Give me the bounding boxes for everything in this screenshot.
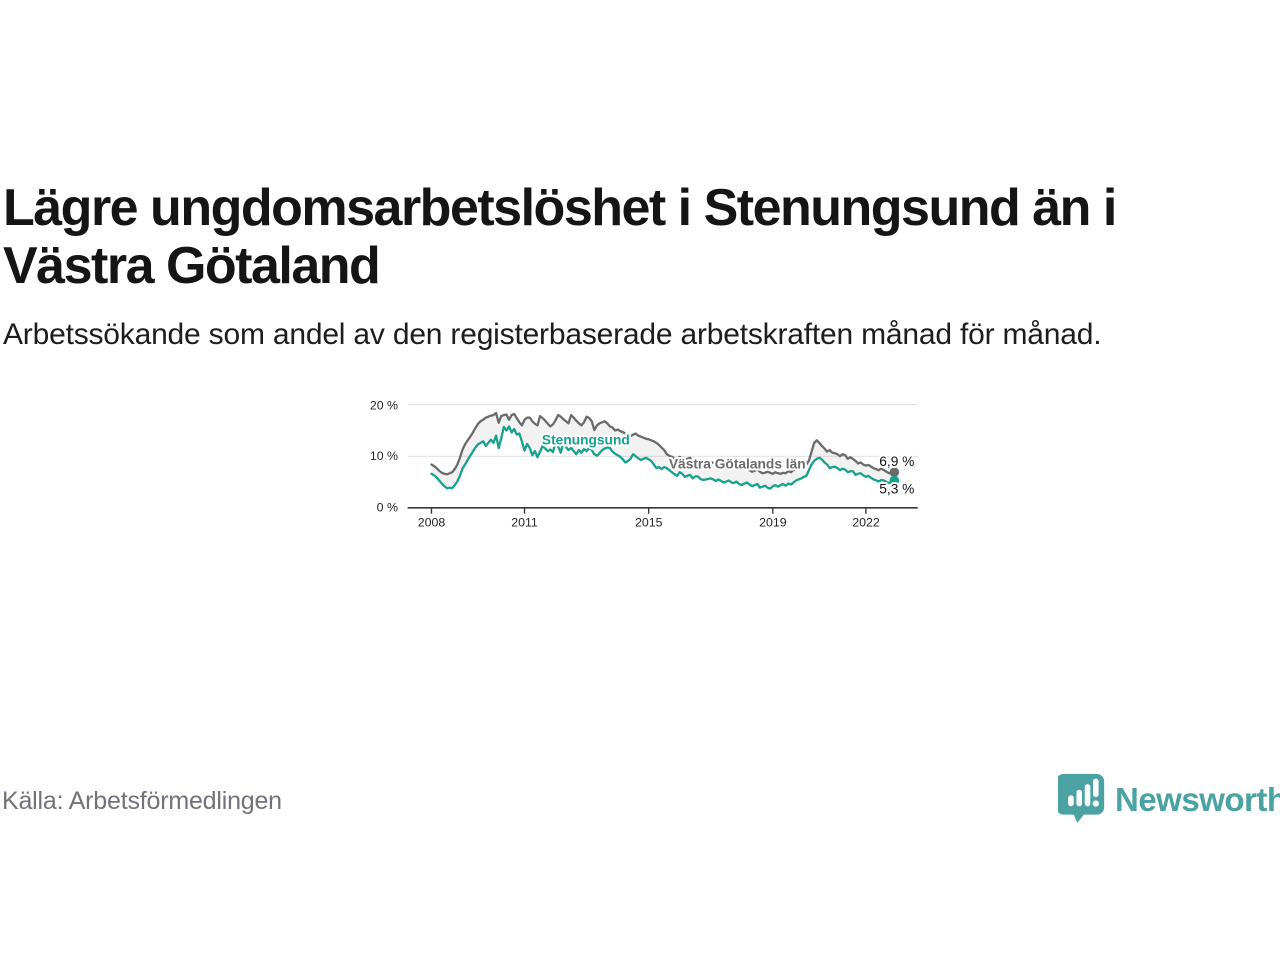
end-dot-county [889,467,900,478]
series-line-county [430,411,896,476]
newsworthy-wordmark: Newsworthy [1115,781,1280,818]
page-title: Lägre ungdomsarbetslöshet i Stenungsund … [3,178,1117,296]
source-note: Källa: Arbetsförmedlingen [2,787,282,815]
page-subtitle: Arbetssökande som andel av den registerb… [3,318,1102,351]
x-axis-label-2011: 2011 [511,516,538,530]
x-axis-label-2022: 2022 [852,516,880,530]
x-axis-label-2008: 2008 [418,516,446,530]
series-label-vastra-gotalands-lan: Västra Götalands län [669,456,806,471]
chart-canvas: 20 % 10 % 0 % 2008 2011 2015 2019 2022 S… [370,398,918,530]
end-value-label-stenungsund: 5,3 % [879,482,914,497]
chart-series-layer [407,404,918,514]
y-axis-label-0: 0 % [377,500,398,514]
end-dot-stenungsund [889,475,900,486]
end-value-label-county: 6,9 % [879,454,914,469]
line-chart: 20 % 10 % 0 % 2008 2011 2015 2019 2022 S… [0,390,1280,720]
newsworthy-logo[interactable]: Newsworthy [1056,770,1280,831]
newsworthy-bubble-chart-icon [1056,770,1106,831]
band-fill-between-series [431,413,895,489]
x-axis-label-2015: 2015 [635,516,663,530]
y-axis-label-10: 10 % [370,449,398,463]
x-axis-label-2019: 2019 [759,516,787,530]
series-line-stenungsund [430,425,896,490]
y-axis-label-20: 20 % [370,398,398,412]
series-label-stenungsund: Stenungsund [542,433,630,448]
